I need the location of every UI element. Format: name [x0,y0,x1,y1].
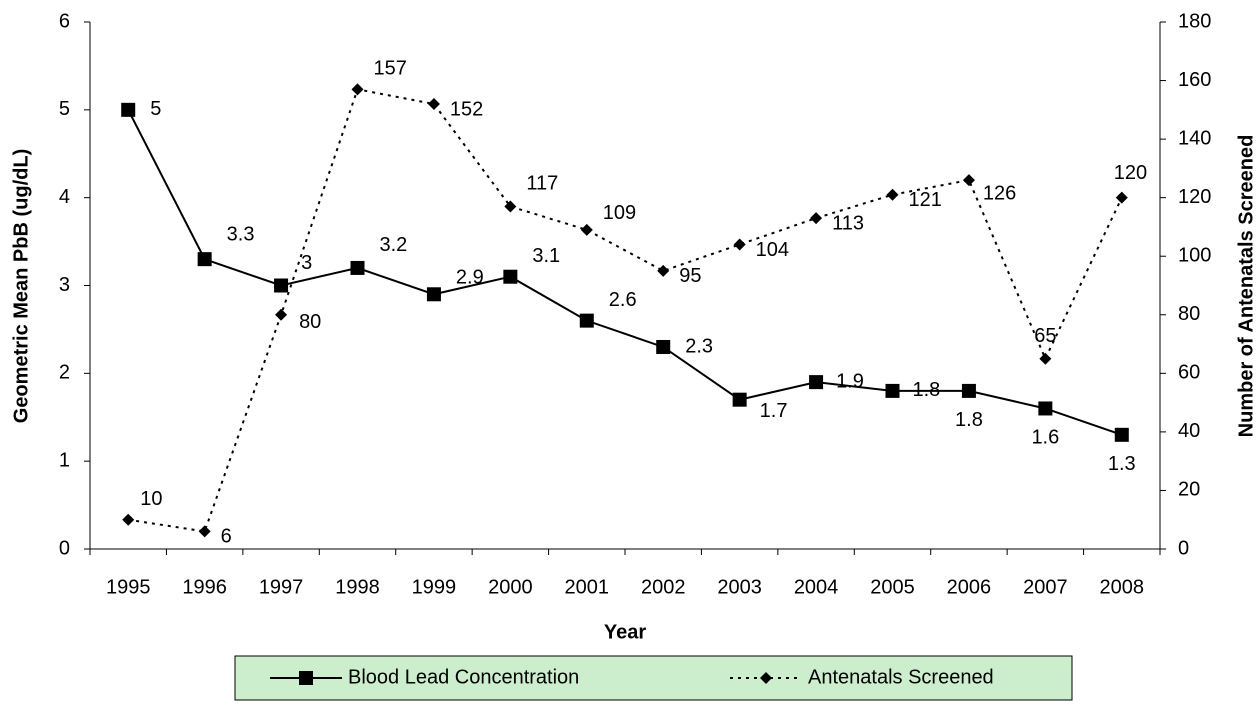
x-tick-label: 1999 [412,576,457,598]
data-label: 104 [756,239,789,261]
data-label: 3.3 [227,223,255,245]
series-line [127,109,1123,436]
marker [579,313,594,328]
data-label: 1.3 [1108,453,1136,475]
marker [503,269,518,284]
data-label: 95 [679,265,701,287]
x-tick-label: 1998 [335,576,380,598]
data-label: 126 [983,182,1016,204]
marker [275,308,288,321]
marker [351,83,364,96]
y2-tick-label: 60 [1178,362,1200,384]
x-axis-title: Year [604,621,646,643]
marker [1039,352,1052,365]
x-tick-label: 2005 [870,576,915,598]
marker [350,260,365,275]
marker [121,102,136,117]
x-tick-label: 2000 [488,576,533,598]
y2-tick-label: 40 [1178,420,1200,442]
y2-tick-label: 160 [1178,69,1211,91]
x-tick-label: 2002 [641,576,686,598]
data-label: 3.1 [532,245,560,267]
y-tick-label: 0 [59,537,70,559]
y2-tick-label: 0 [1178,537,1189,559]
x-tick-label: 2008 [1100,576,1145,598]
data-label: 1.9 [836,370,864,392]
marker [197,252,212,267]
data-label: 109 [603,202,636,224]
marker [198,525,211,538]
data-label: 10 [140,488,162,510]
data-label: 2.9 [456,267,484,289]
y2-tick-label: 180 [1178,10,1211,32]
y-tick-label: 5 [59,98,70,120]
x-tick-label: 1996 [182,576,227,598]
data-label: 152 [450,98,483,120]
legend-marker [299,671,313,685]
marker [1038,401,1053,416]
y2-tick-label: 80 [1178,303,1200,325]
marker [504,200,517,213]
y2-tick-label: 20 [1178,479,1200,501]
y-axis-title: Geometric Mean PbB (ug/dL) [10,149,32,423]
marker [732,392,747,407]
data-label: 120 [1114,162,1147,184]
x-tick-label: 1995 [106,576,151,598]
data-label: 1.8 [955,409,983,431]
legend-label: Blood Lead Concentration [348,666,579,688]
data-label: 1.6 [1031,427,1059,449]
marker [962,174,975,187]
data-label: 113 [832,212,864,234]
x-tick-label: 2004 [794,576,839,598]
marker [657,264,670,277]
data-label: 117 [526,173,558,195]
data-label: 1.7 [760,400,788,422]
y2-tick-label: 120 [1178,186,1211,208]
x-tick-label: 2006 [947,576,992,598]
marker [810,212,823,225]
marker [1115,191,1128,204]
marker [274,278,289,293]
data-label: 3 [301,252,312,274]
marker [580,223,593,236]
y-tick-label: 1 [59,449,70,471]
marker [961,383,976,398]
marker [122,513,135,526]
marker [427,97,440,110]
data-label: 5 [150,98,161,120]
data-label: 80 [299,311,321,333]
marker [886,188,899,201]
marker [426,287,441,302]
data-label: 2.3 [685,335,713,357]
data-label: 3.2 [380,234,408,256]
legend [234,655,1073,701]
marker [733,238,746,251]
marker [1114,427,1129,442]
marker [656,339,671,354]
y-tick-label: 4 [59,186,70,208]
x-tick-label: 2001 [565,576,610,598]
y2-tick-label: 100 [1178,245,1211,267]
y2-tick-label: 140 [1178,127,1211,149]
y-tick-label: 2 [59,362,70,384]
data-label: 6 [221,526,232,548]
data-label: 2.6 [609,289,637,311]
marker [885,383,900,398]
data-label: 121 [909,189,942,211]
legend-marker [760,672,772,684]
x-tick-label: 1997 [259,576,304,598]
data-label: 157 [374,58,407,80]
data-label: 1.8 [913,379,941,401]
y-tick-label: 6 [59,10,70,32]
y2-axis-title: Number of Antenatals Screened [1235,135,1257,438]
data-label: 65 [1034,325,1056,347]
marker [809,375,824,390]
x-tick-label: 2003 [717,576,762,598]
y-tick-label: 3 [59,274,70,296]
x-tick-label: 2007 [1023,576,1068,598]
legend-label: Antenatals Screened [808,666,994,688]
series-line [128,88,1123,533]
